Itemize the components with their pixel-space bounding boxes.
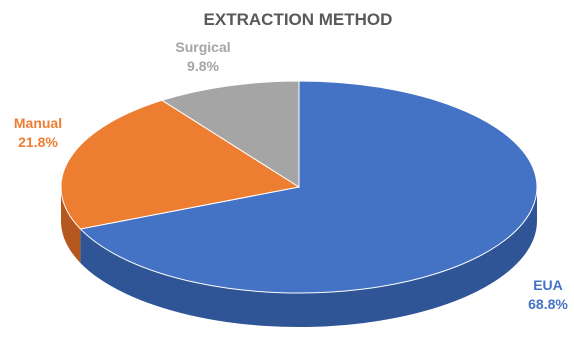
- slice-label-manual: Manual: [14, 115, 62, 131]
- pie-slice-surgical: [160, 80, 300, 188]
- slice-label-eua: EUA: [533, 277, 563, 293]
- pie-sides: [61, 187, 537, 327]
- slice-value-manual: 21.8%: [18, 134, 58, 150]
- pie-side-eua: [80, 187, 537, 327]
- pie-slices: [60, 80, 538, 294]
- pie-slice-manual: [60, 99, 301, 230]
- slice-label-surgical: Surgical: [175, 39, 230, 55]
- chart-title: EXTRACTION METHOD: [204, 10, 393, 29]
- slice-labels: EUA 68.8% Manual 21.8% Surgical 9.8%: [14, 39, 569, 312]
- slice-value-eua: 68.8%: [528, 296, 568, 312]
- pie-side-manual: [61, 187, 81, 263]
- pie-slice-eua: [79, 80, 538, 294]
- slice-value-surgical: 9.8%: [187, 58, 219, 74]
